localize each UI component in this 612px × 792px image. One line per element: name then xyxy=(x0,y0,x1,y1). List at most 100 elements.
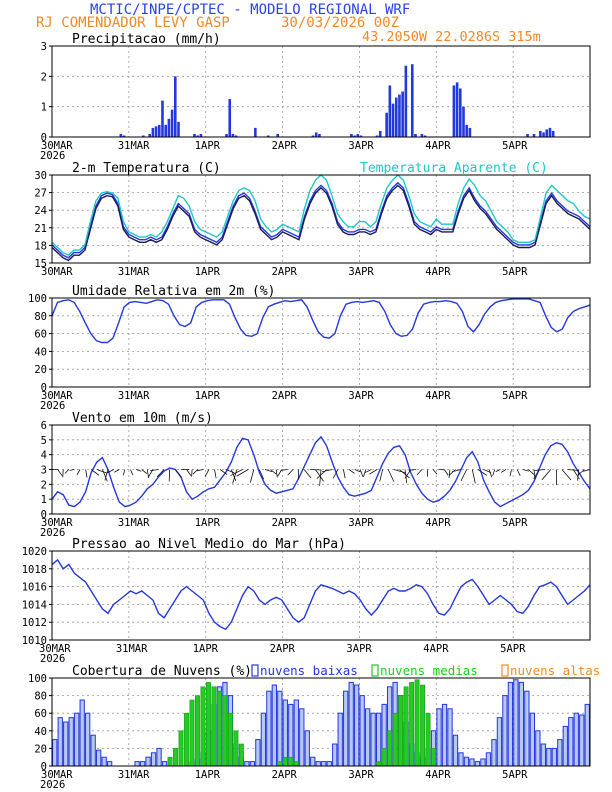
wind-vector xyxy=(192,469,198,475)
cloud-bar-low xyxy=(546,747,552,767)
precip-bar xyxy=(468,127,472,137)
cloud-bar-low xyxy=(584,703,590,767)
precip-bar xyxy=(388,85,392,137)
wind-vector xyxy=(387,469,395,482)
cloud-bar-medium xyxy=(288,756,294,767)
precip-bar xyxy=(311,135,315,137)
precip-bar xyxy=(157,124,161,137)
precip-bar xyxy=(375,135,379,137)
precip-bar xyxy=(404,65,408,137)
y-tick-label: 1018 xyxy=(22,564,47,576)
precip-bar xyxy=(228,99,232,137)
cloud-bar-low xyxy=(507,681,514,767)
cloud-bar-low xyxy=(288,703,294,767)
precip-bar xyxy=(423,135,427,137)
x-year-label: 2026 xyxy=(40,779,65,791)
wind-vector xyxy=(114,469,120,473)
wind-vector xyxy=(509,469,512,477)
x-tick-label: 1APR xyxy=(195,517,221,529)
y-tick-label: 1 xyxy=(41,102,47,114)
cloud-bar-low xyxy=(579,714,585,767)
y-tick-label: 80 xyxy=(34,691,47,703)
cloud-bar-low xyxy=(365,708,371,767)
wind-vector xyxy=(275,469,278,478)
x-tick-label: 1APR xyxy=(195,140,221,152)
wind-vector xyxy=(332,469,339,479)
wind-vector xyxy=(528,469,535,475)
precip-bar xyxy=(356,133,360,137)
x-tick-label: 5APR xyxy=(502,266,528,278)
x-tick-label: 4APR xyxy=(425,266,451,278)
legend-cloud-label: nuvens altas xyxy=(510,663,600,678)
x-tick-label: 3APR xyxy=(348,140,374,152)
cloud-bar-medium xyxy=(222,695,228,767)
legend-swatch xyxy=(251,664,259,677)
cloud-bar-low xyxy=(337,712,343,767)
precip-bar xyxy=(532,133,536,137)
cloud-bar-medium xyxy=(211,686,217,767)
wind-vector xyxy=(264,469,273,473)
cloud-bar-low xyxy=(463,756,470,767)
x-tick-label: 4APR xyxy=(425,769,451,781)
cloud-bar-low xyxy=(145,756,151,767)
precip-bar xyxy=(420,133,424,137)
cloud-bar-medium xyxy=(184,712,189,767)
header-location: RJ COMENDADOR LEVY GASP xyxy=(36,15,230,31)
wind-vector xyxy=(408,469,417,471)
cloud-bar-low xyxy=(524,690,530,767)
cloud-bar-low xyxy=(310,756,316,767)
cloud-bar-low xyxy=(540,743,546,767)
wind-vector xyxy=(230,469,243,476)
header-run: 30/03/2026 00Z xyxy=(281,15,399,31)
wind-vector xyxy=(416,469,423,476)
y-tick-label: 1020 xyxy=(22,546,47,558)
header-title: MCTIC/INPE/CPTEC - MODELO REGIONAL WRF xyxy=(90,2,410,18)
x-tick-label: 4APR xyxy=(425,140,451,152)
cloud-bar-low xyxy=(85,712,91,767)
legend-swatch xyxy=(371,664,379,677)
wind-vector xyxy=(319,469,322,486)
x-tick-label: 31MAR xyxy=(118,517,150,529)
series-line xyxy=(51,435,591,508)
cloud-bar-low xyxy=(474,761,481,767)
x-tick-label: 1APR xyxy=(195,390,221,402)
y-tick-label: 30 xyxy=(34,170,47,182)
y-tick-label: 20 xyxy=(34,743,47,755)
wind-vector xyxy=(141,469,148,474)
precip-bar xyxy=(161,100,164,137)
wind-vector xyxy=(104,469,109,481)
wind-vector xyxy=(214,469,217,479)
wind-vector xyxy=(404,469,408,484)
cloud-bar-low xyxy=(441,703,448,767)
wind-vector xyxy=(315,469,324,482)
wind-vector xyxy=(102,469,108,482)
precip-bar xyxy=(225,133,228,137)
cloud-bar-medium xyxy=(200,686,206,767)
precip-bar xyxy=(122,135,126,137)
wind-vector xyxy=(249,469,255,483)
wind-vector xyxy=(448,469,451,478)
cloud-bar-medium xyxy=(381,748,387,767)
x-tick-label: 5APR xyxy=(500,643,526,655)
wind-vector xyxy=(460,469,468,482)
cloud-bar-medium xyxy=(189,699,195,767)
cloud-bar-low xyxy=(326,761,332,767)
cloud-bar-medium xyxy=(392,712,398,767)
x-tick-label: 5APR xyxy=(502,769,528,781)
precip-bar xyxy=(231,133,235,137)
precip-bar xyxy=(414,133,417,137)
x-tick-label: 1APR xyxy=(195,266,221,278)
cloud-bar-medium xyxy=(431,748,436,767)
wind-vector xyxy=(583,469,591,472)
legend-cloud-label: nuvens medias xyxy=(380,663,478,678)
wind-vector xyxy=(379,469,384,482)
precip-bar xyxy=(455,82,459,137)
precip-bar xyxy=(266,135,270,137)
wind-vector xyxy=(76,469,81,476)
x-year-label: 2026 xyxy=(40,150,65,162)
x-tick-label: 3APR xyxy=(348,266,374,278)
series-line xyxy=(51,558,591,631)
precip-bar xyxy=(164,124,167,137)
wind-vector xyxy=(106,469,114,474)
